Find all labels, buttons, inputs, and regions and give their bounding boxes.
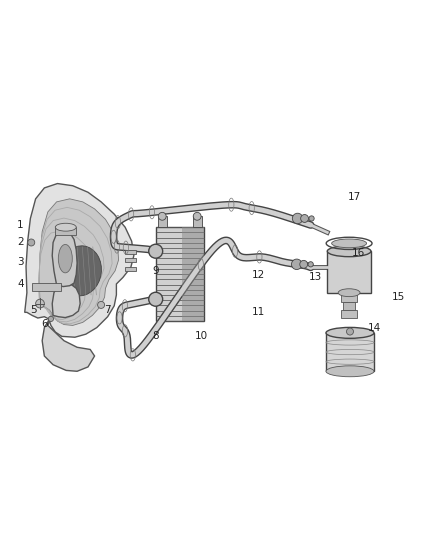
Circle shape <box>48 316 53 321</box>
Ellipse shape <box>326 327 374 338</box>
Bar <box>155 227 204 321</box>
Ellipse shape <box>327 246 371 257</box>
Bar <box>125 258 136 262</box>
Circle shape <box>35 299 44 308</box>
Polygon shape <box>52 231 77 287</box>
Polygon shape <box>25 183 134 337</box>
Bar <box>343 302 355 310</box>
Circle shape <box>346 328 353 335</box>
Text: 5: 5 <box>30 305 37 315</box>
Circle shape <box>309 216 314 221</box>
Circle shape <box>28 239 35 246</box>
Text: 3: 3 <box>17 257 24 267</box>
Text: 2: 2 <box>17 238 24 247</box>
Bar <box>158 216 166 227</box>
Circle shape <box>98 302 105 309</box>
Text: 7: 7 <box>104 305 111 315</box>
Bar <box>341 294 357 302</box>
Circle shape <box>193 212 201 220</box>
Bar <box>327 251 371 293</box>
Circle shape <box>158 212 166 220</box>
Text: 13: 13 <box>308 272 321 282</box>
Circle shape <box>300 261 307 268</box>
Bar <box>32 282 60 290</box>
Text: 17: 17 <box>348 192 361 201</box>
Bar <box>55 227 76 235</box>
Text: 8: 8 <box>152 332 159 341</box>
Ellipse shape <box>55 223 76 231</box>
Polygon shape <box>39 199 119 326</box>
Polygon shape <box>42 312 95 372</box>
Polygon shape <box>52 283 80 318</box>
Circle shape <box>149 292 162 306</box>
Circle shape <box>291 259 302 270</box>
Ellipse shape <box>58 245 72 273</box>
Text: 4: 4 <box>17 279 24 289</box>
Circle shape <box>292 213 303 224</box>
Bar <box>326 333 374 372</box>
Ellipse shape <box>332 239 367 248</box>
Text: 6: 6 <box>41 319 48 329</box>
Text: 12: 12 <box>252 270 265 280</box>
Ellipse shape <box>60 246 102 296</box>
Ellipse shape <box>326 366 374 377</box>
Text: 14: 14 <box>367 322 381 333</box>
Bar <box>193 216 201 227</box>
Text: 1: 1 <box>17 220 24 230</box>
Circle shape <box>149 244 162 258</box>
Ellipse shape <box>338 289 360 297</box>
Circle shape <box>300 215 308 222</box>
Text: 16: 16 <box>352 248 365 259</box>
Bar <box>125 250 136 254</box>
Bar <box>182 227 204 321</box>
Text: 15: 15 <box>392 292 405 302</box>
Text: 11: 11 <box>252 308 265 317</box>
Text: 9: 9 <box>152 266 159 276</box>
Bar <box>341 310 357 318</box>
Bar <box>125 266 136 271</box>
Circle shape <box>308 262 313 267</box>
Text: 10: 10 <box>195 332 208 341</box>
